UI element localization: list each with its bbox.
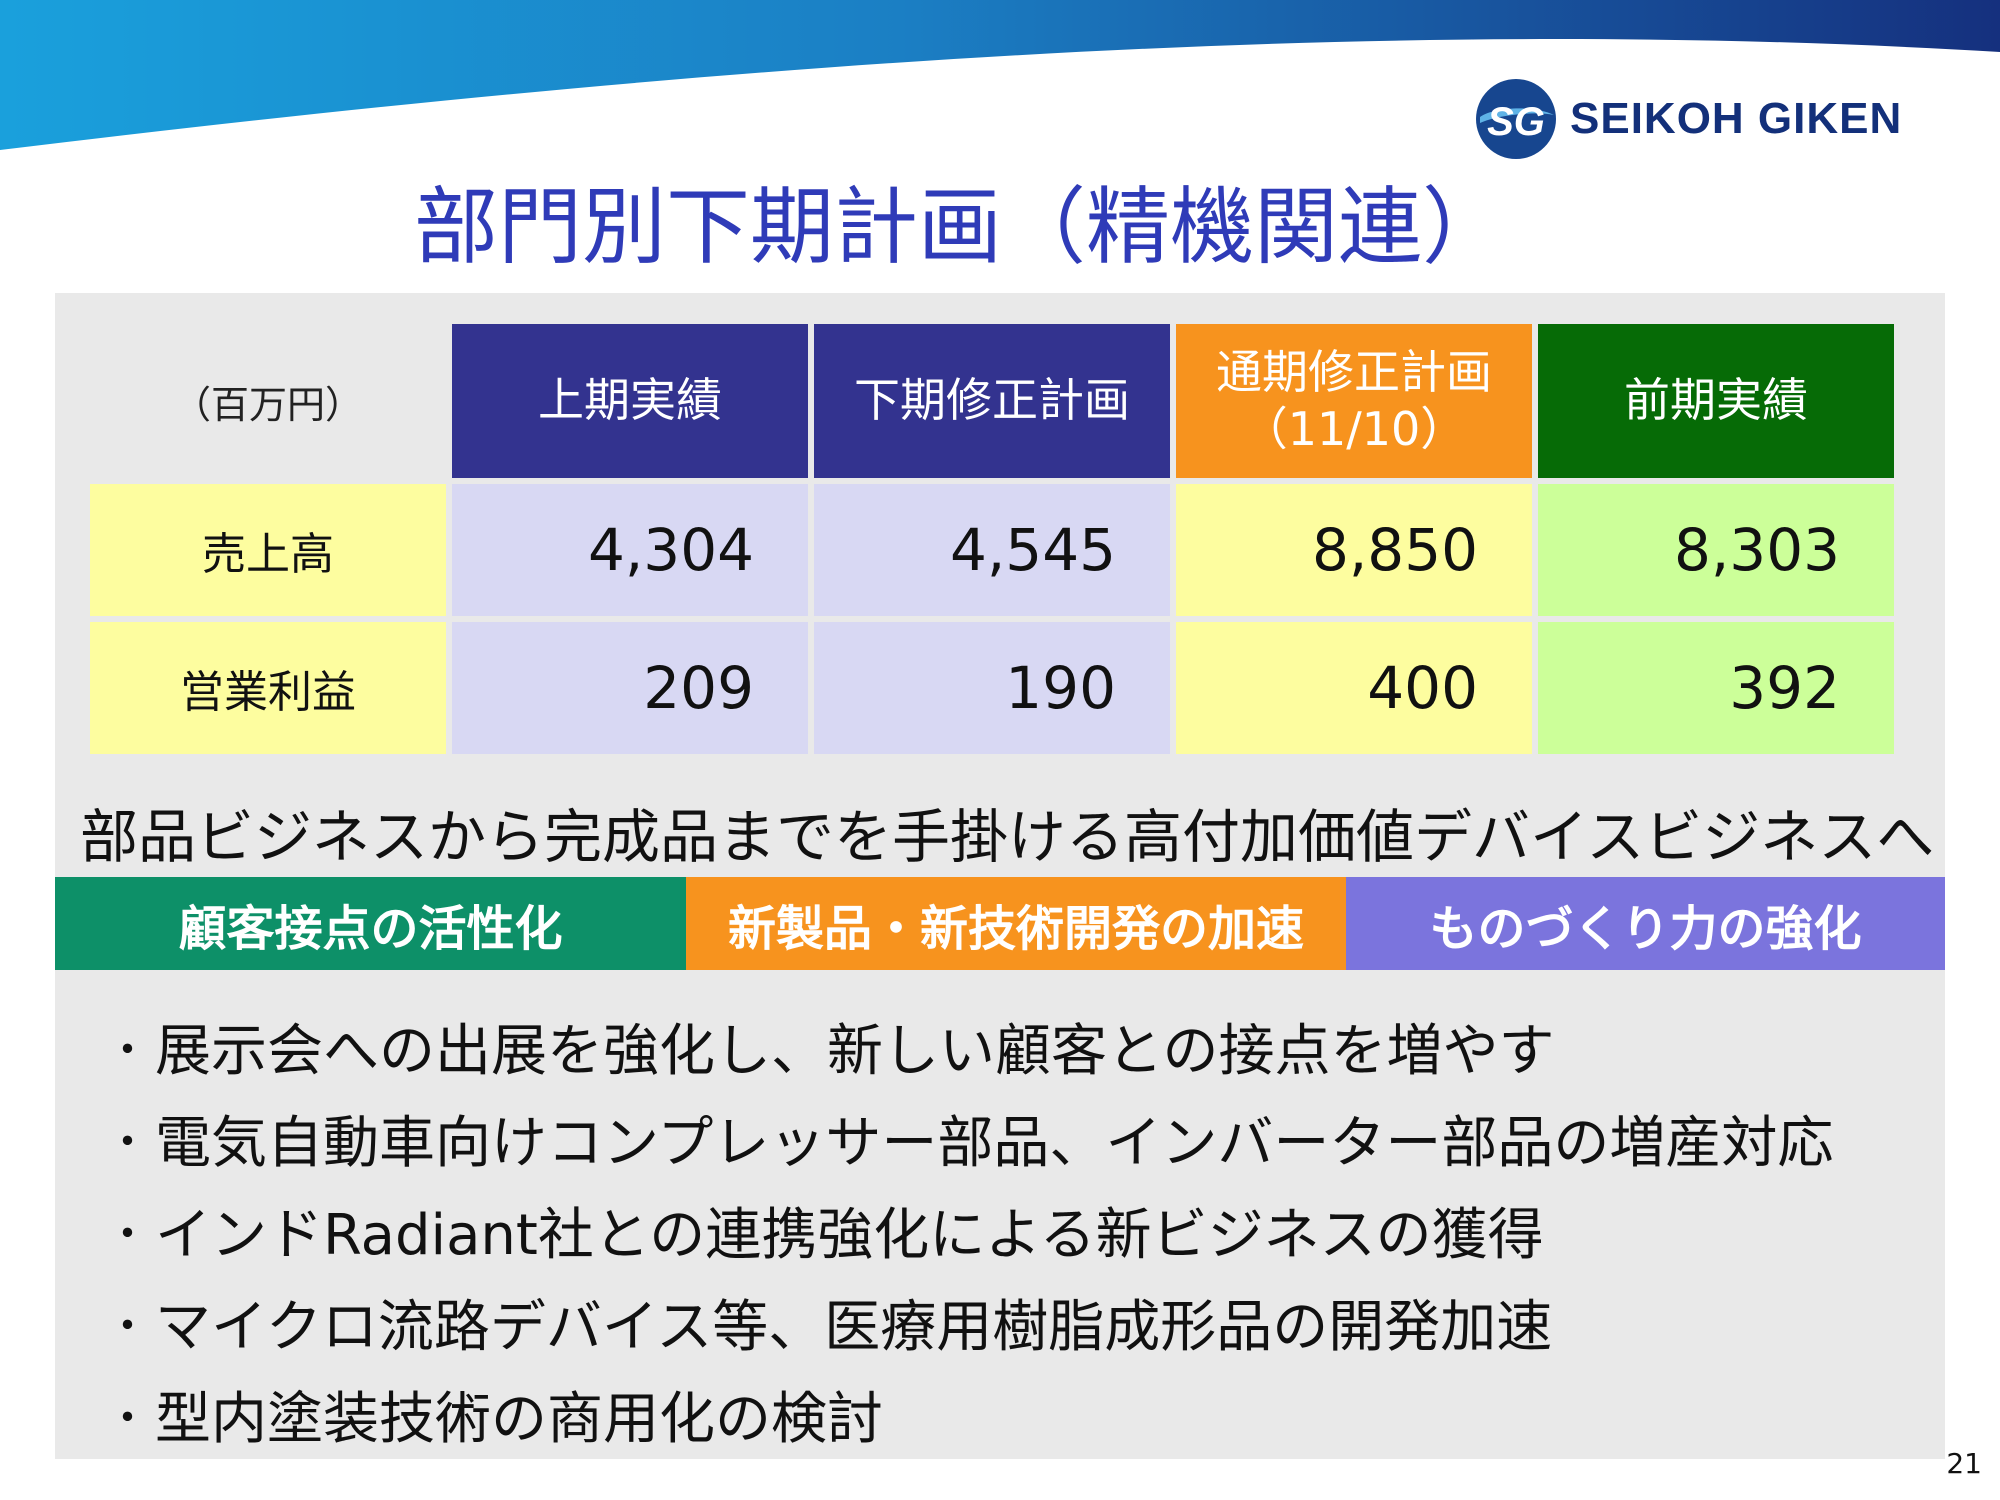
list-item: ・ 型内塗装技術の商用化の検討 xyxy=(100,1368,1833,1460)
cell-value: 209 xyxy=(452,622,808,754)
list-item-text: 型内塗装技術の商用化の検討 xyxy=(155,1386,883,1452)
list-item: ・ 展示会への出展を強化し、新しい顧客との接点を増やす xyxy=(100,1000,1833,1092)
row-label-sales: 売上高 xyxy=(90,484,446,616)
list-item-text: マイクロ流路デバイス等、医療用樹脂成形品の開発加速 xyxy=(155,1294,1553,1360)
bullet-marker: ・ xyxy=(105,1301,150,1352)
company-logo: SG SEIKOH GIKEN xyxy=(1474,74,1964,164)
table-row-sales: 売上高 4,304 4,545 8,850 8,303 xyxy=(90,484,1894,616)
list-item-text: インドRadiant社との連携強化による新ビジネスの獲得 xyxy=(155,1202,1544,1268)
header-h1-actual: 上期実績 xyxy=(452,324,808,478)
unit-label: （百万円） xyxy=(90,324,446,478)
header-wave-decoration xyxy=(0,0,2000,150)
header-line: 上期実績 xyxy=(538,373,722,428)
cell-value: 392 xyxy=(1538,622,1894,754)
header-previous-year-actual: 前期実績 xyxy=(1538,324,1894,478)
list-item-text: 展示会への出展を強化し、新しい顧客との接点を増やす xyxy=(155,1018,1555,1084)
bullet-marker: ・ xyxy=(105,1117,150,1168)
strategy-headline: 部品ビジネスから完成品までを手掛ける高付加価値デバイスビジネスへ xyxy=(80,803,1935,871)
bullet-marker: ・ xyxy=(105,1393,150,1444)
table-header-row: （百万円） 上期実績 下期修正計画 通期修正計画 （11/10） 前期実績 xyxy=(90,324,1894,478)
row-label-operating-profit: 営業利益 xyxy=(90,622,446,754)
sg-logo-icon: SG xyxy=(1476,79,1556,159)
page-number: 21 xyxy=(1946,1447,1982,1480)
cell-value: 400 xyxy=(1176,622,1532,754)
header-line: 下期修正計画 xyxy=(854,373,1130,428)
list-item: ・ 電気自動車向けコンプレッサー部品、インバーター部品の増産対応 xyxy=(100,1092,1834,1184)
cell-value: 4,545 xyxy=(814,484,1170,616)
strategy-pillars: 顧客接点の活性化 新製品・新技術開発の加速 ものづくり力の強化 xyxy=(55,877,1945,970)
header-full-year-revised-plan: 通期修正計画 （11/10） xyxy=(1176,324,1532,478)
header-line-date: （11/10） xyxy=(1241,402,1467,456)
header-line: 通期修正計画 xyxy=(1216,344,1492,399)
cell-value: 8,850 xyxy=(1176,484,1532,616)
pillar-customer-contact: 顧客接点の活性化 xyxy=(55,877,686,970)
pillar-new-product-development: 新製品・新技術開発の加速 xyxy=(686,877,1346,970)
list-item: ・ インドRadiant社との連携強化による新ビジネスの獲得 xyxy=(100,1184,1833,1276)
bullet-marker: ・ xyxy=(105,1025,150,1076)
slide-title: 部門別下期計画（精機関連） xyxy=(413,178,1506,276)
list-item: ・ マイクロ流路デバイス等、医療用樹脂成形品の開発加速 xyxy=(100,1276,1833,1368)
cell-value: 8,303 xyxy=(1538,484,1894,616)
table-row-operating-profit: 営業利益 209 190 400 392 xyxy=(90,622,1894,754)
bullet-marker: ・ xyxy=(105,1209,150,1260)
list-item-text: 電気自動車向けコンプレッサー部品、インバーター部品の増産対応 xyxy=(155,1110,1834,1176)
company-name: SEIKOH GIKEN xyxy=(1570,94,1903,143)
header-h2-revised-plan: 下期修正計画 xyxy=(814,324,1170,478)
header-line: 前期実績 xyxy=(1624,373,1808,428)
pillar-manufacturing-strength: ものづくり力の強化 xyxy=(1346,877,1945,970)
cell-value: 190 xyxy=(814,622,1170,754)
cell-value: 4,304 xyxy=(452,484,808,616)
action-list: ・ 展示会への出展を強化し、新しい顧客との接点を増やす ・ 電気自動車向けコンプ… xyxy=(100,1000,1834,1460)
plan-table: （百万円） 上期実績 下期修正計画 通期修正計画 （11/10） 前期実績 売上… xyxy=(84,318,1900,760)
logo-mark-text: SG xyxy=(1487,100,1545,144)
